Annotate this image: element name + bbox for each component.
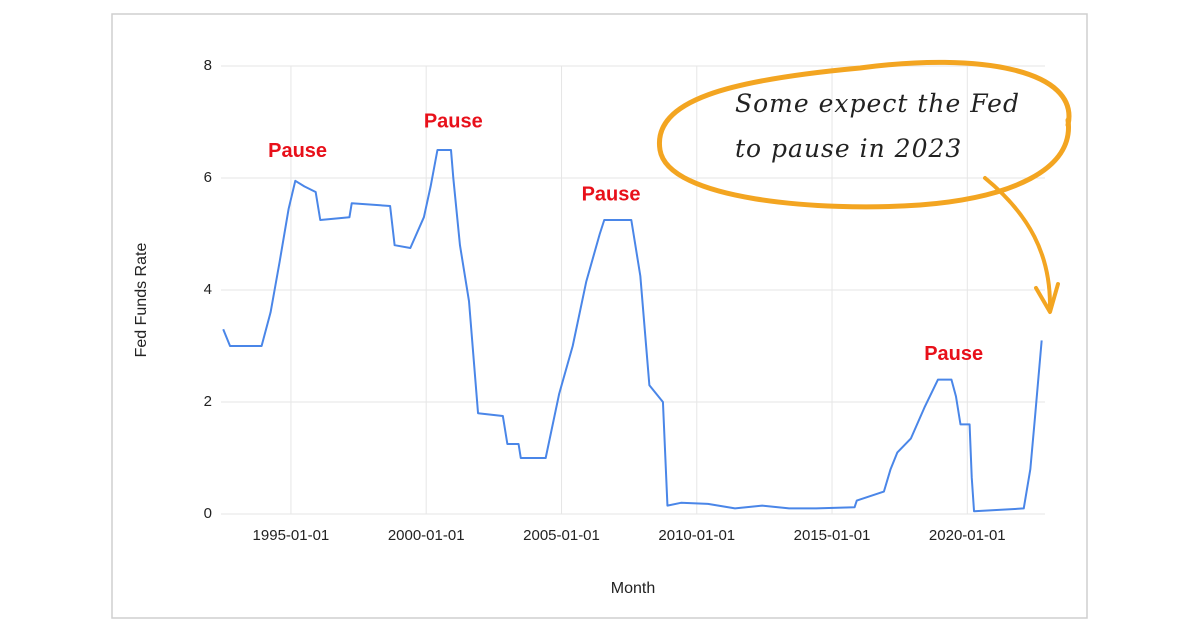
annotation: Pause	[582, 183, 641, 205]
annotation: Pause	[268, 140, 327, 162]
callout-arrow	[983, 176, 1052, 307]
x-tick-label: 1995-01-01	[253, 527, 330, 544]
y-tick-label: 4	[204, 281, 212, 298]
callout-ellipse	[656, 59, 1072, 210]
y-tick-label: 8	[204, 57, 212, 74]
chart-frame	[111, 13, 1088, 619]
x-tick-label: 2000-01-01	[388, 527, 465, 544]
x-tick-label: 2015-01-01	[794, 527, 871, 544]
x-tick-label: 2010-01-01	[658, 527, 735, 544]
annotation: Pause	[924, 343, 983, 365]
labels: 0 2 4 6 8 1995-01-01 2000-01-01 2005-01-01 2010-…	[204, 57, 1006, 544]
callout-text: Some expect the Fed	[735, 89, 1020, 118]
plot	[222, 149, 1043, 513]
x-axis-title: Month	[611, 580, 655, 597]
y-axis-title: Fed Funds Rate	[133, 243, 150, 358]
annotation: Pause	[424, 111, 483, 133]
y-tick-label: 2	[204, 393, 212, 410]
callout: Some expect the Fed to pause in 2023	[656, 59, 1072, 314]
data-line	[222, 149, 1043, 513]
x-tick-label: 2020-01-01	[929, 527, 1006, 544]
x-tick-label: 2005-01-01	[523, 527, 600, 544]
callout-arrowhead	[1034, 282, 1060, 314]
callout-text: to pause in 2023	[735, 134, 962, 163]
grid	[221, 65, 1045, 515]
y-tick-label: 0	[204, 505, 212, 522]
y-tick-label: 6	[204, 169, 212, 186]
